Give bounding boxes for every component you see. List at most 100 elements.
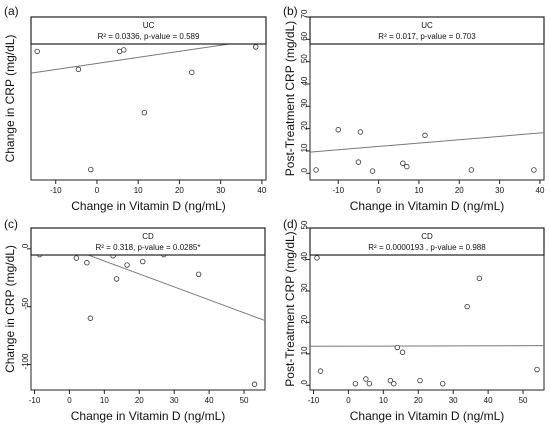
y-tick-label: 10 <box>300 346 309 355</box>
data-point-6 <box>400 160 406 166</box>
y-tick-label: 10 <box>300 143 309 152</box>
x-tick-label: 40 <box>536 186 545 195</box>
x-tick-label: 0 <box>376 186 381 195</box>
y-tick-label: 40 <box>300 251 309 260</box>
data-point-2 <box>317 368 324 374</box>
y-tick-label: 30 <box>300 98 309 107</box>
x-axis-label: Change in Vitamin D (ng/mL) <box>350 409 505 423</box>
panel-label: (a) <box>4 4 19 18</box>
y-tick-label: 20 <box>300 314 309 323</box>
strip-label: UC <box>143 21 155 30</box>
y-tick-label: 40 <box>300 76 309 85</box>
panel-label: (c) <box>4 217 18 231</box>
y-tick-label: 50 <box>300 54 309 63</box>
data-point-10 <box>417 377 423 384</box>
stats-annotation: R² = 0.017, p-value = 0.703 <box>378 32 476 41</box>
x-tick-label: 20 <box>135 396 144 405</box>
data-point-3 <box>84 260 90 266</box>
data-point-6 <box>113 276 120 282</box>
data-point-12 <box>195 271 202 277</box>
strip-label: CD <box>421 232 433 241</box>
y-tick-label: 70 <box>300 9 309 18</box>
data-point-4 <box>87 315 94 321</box>
y-axis-label: Change in CRP (mg/dL) <box>3 245 17 373</box>
x-tick-label: 20 <box>175 186 184 195</box>
y-tick-label: 30 <box>300 283 309 292</box>
data-point-12 <box>464 303 470 310</box>
data-point-7 <box>404 163 410 170</box>
y-axis-label: Post-Treatment CRP (mg/dL) <box>283 231 297 386</box>
panel-label: (b) <box>283 4 298 18</box>
x-tick-label: 50 <box>519 396 528 405</box>
x-axis-label: Change in Vitamin D (ng/mL) <box>350 199 505 213</box>
strip-box <box>30 16 267 45</box>
y-tick-label: -50 <box>21 297 30 309</box>
y-tick-label: 20 <box>300 121 309 130</box>
strip-label: CD <box>142 232 154 241</box>
x-axis-label: Change in Vitamin D (ng/mL) <box>71 199 226 213</box>
x-tick-label: 10 <box>100 396 109 405</box>
x-tick-label: -10 <box>308 396 320 405</box>
y-tick-label: 0 <box>300 380 309 385</box>
strip-box <box>309 227 545 256</box>
panel-2: (b) UC R² = 0.017, p-value = 0.703 -10 0 10 20… <box>283 4 545 213</box>
strip-box <box>30 227 266 256</box>
stats-annotation: R² = 0.0336, p-value = 0.589 <box>98 32 200 41</box>
x-tick-label: 10 <box>414 186 423 195</box>
data-point-7 <box>141 110 148 116</box>
x-tick-label: 20 <box>455 186 464 195</box>
data-point-5 <box>366 381 373 387</box>
x-tick-label: 30 <box>216 186 225 195</box>
data-point-1 <box>34 48 40 55</box>
x-tick-label: 40 <box>257 186 266 195</box>
data-point-8 <box>189 69 195 76</box>
x-tick-label: -10 <box>29 396 41 405</box>
x-tick-label: 0 <box>346 396 351 405</box>
data-point-3 <box>357 129 364 135</box>
data-point-1 <box>314 255 320 261</box>
data-point-13 <box>476 275 483 282</box>
y-tick-label: 60 <box>300 31 309 40</box>
x-tick-label: 40 <box>484 396 493 405</box>
data-point-8 <box>394 344 401 351</box>
data-point-2 <box>335 127 341 133</box>
data-point-3 <box>352 381 359 387</box>
data-point-9 <box>140 258 146 265</box>
strip-box <box>309 16 545 45</box>
y-tick-label: -100 <box>21 353 30 370</box>
stats-annotation: R² = 0.318, p-value = 0.0285* <box>96 243 201 252</box>
y-axis-label: Change in CRP (mg/dL) <box>3 35 17 163</box>
y-tick-label: 50 <box>300 220 309 229</box>
x-tick-label: 30 <box>449 396 458 405</box>
y-tick-label: 0 <box>300 168 309 173</box>
data-point-4 <box>75 66 82 73</box>
data-point-4 <box>355 159 362 165</box>
panel-label: (d) <box>283 217 298 231</box>
stats-annotation: R² = 0.0000193 , p-value = 0.988 <box>368 243 486 252</box>
data-point-10 <box>531 167 537 173</box>
trend-line <box>310 132 544 153</box>
data-point-4 <box>363 376 369 382</box>
data-point-6 <box>121 47 127 53</box>
data-point-7 <box>391 381 397 387</box>
data-point-11 <box>440 381 446 387</box>
x-tick-label: 30 <box>170 396 179 405</box>
data-point-8 <box>124 262 130 268</box>
panel-4: (d) CD R² = 0.0000193 , p-value = 0.988 -10… <box>283 217 545 423</box>
data-point-8 <box>422 132 428 139</box>
x-tick-label: -10 <box>332 186 344 195</box>
x-tick-label: 0 <box>95 186 100 195</box>
data-point-2 <box>73 255 80 261</box>
data-point-10 <box>88 166 94 173</box>
x-tick-label: 50 <box>240 396 249 405</box>
panel-3: (c) CD R² = 0.318, p-value = 0.0285* -10 0 10… <box>3 217 266 423</box>
data-point-9 <box>399 349 406 355</box>
x-tick-label: 10 <box>134 186 143 195</box>
x-axis-label: Change in Vitamin D (ng/mL) <box>71 409 226 423</box>
data-point-13 <box>251 381 258 387</box>
y-axis-label: Post-Treatment CRP (mg/dL) <box>283 21 297 176</box>
strip-label: UC <box>421 21 433 30</box>
data-point-1 <box>313 167 319 173</box>
data-point-9 <box>252 44 259 50</box>
